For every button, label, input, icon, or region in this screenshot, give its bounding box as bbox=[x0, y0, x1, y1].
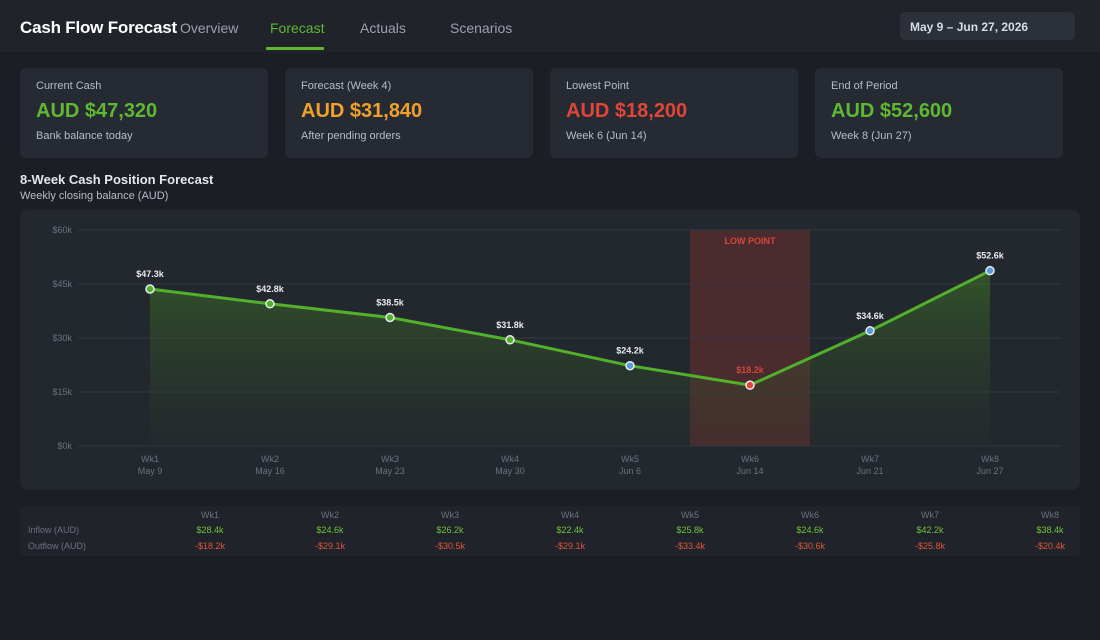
x-tick-date: Jun 14 bbox=[736, 466, 763, 476]
flow-week-header: Wk6 bbox=[801, 510, 819, 520]
inflow-cell: $24.6k bbox=[316, 525, 344, 535]
x-tick-date: Jun 21 bbox=[856, 466, 883, 476]
inflow-row-label: Inflow (AUD) bbox=[28, 525, 80, 535]
tab-forecast[interactable]: Forecast bbox=[270, 20, 325, 36]
outflow-cell: -$30.5k bbox=[434, 541, 466, 551]
kpi-value: AUD $31,840 bbox=[301, 100, 423, 122]
data-point bbox=[385, 312, 395, 323]
area-fill bbox=[150, 270, 990, 446]
x-tick-week: Wk2 bbox=[261, 454, 279, 464]
weekly-flow-table: Inflow (AUD) Outflow (AUD) Wk1 $28.4k -$18… bbox=[20, 506, 1080, 556]
outflow-cell: -$25.8k bbox=[914, 541, 946, 551]
flow-week-header: Wk2 bbox=[321, 510, 339, 520]
kpi-label: Forecast (Week 4) bbox=[301, 80, 392, 92]
active-tab-indicator bbox=[266, 47, 324, 50]
kpi-subtext: After pending orders bbox=[301, 130, 401, 142]
chart-subtitle: Weekly closing balance (AUD) bbox=[20, 190, 169, 202]
x-tick-week: Wk4 bbox=[501, 454, 519, 464]
kpi-card-current-cash: Current Cash AUD $47,320 Bank balance to… bbox=[20, 68, 268, 158]
data-label: $47.3k bbox=[136, 269, 165, 279]
y-tick-label: $0k bbox=[57, 441, 72, 451]
kpi-card-end-of-period: End of Period AUD $52,600 Week 8 (Jun 27… bbox=[815, 68, 1063, 158]
y-tick-label: $15k bbox=[52, 387, 72, 397]
data-point bbox=[625, 360, 635, 371]
inflow-cell: $25.8k bbox=[676, 525, 704, 535]
data-point bbox=[865, 326, 875, 336]
y-tick-label: $45k bbox=[52, 279, 72, 289]
x-tick-week: Wk7 bbox=[861, 454, 879, 464]
data-point bbox=[265, 299, 275, 309]
flow-week-header: Wk5 bbox=[681, 510, 699, 520]
inflow-cell: $28.4k bbox=[196, 525, 224, 535]
x-tick-date: May 23 bbox=[375, 466, 405, 476]
data-label: $31.8k bbox=[496, 320, 525, 330]
x-tick-date: Jun 6 bbox=[619, 466, 641, 476]
kpi-card-lowest-point: Lowest Point AUD $18,200 Week 6 (Jun 14) bbox=[550, 68, 798, 158]
y-tick-label: $60k bbox=[52, 225, 72, 235]
data-point bbox=[745, 380, 755, 390]
data-point bbox=[505, 335, 515, 345]
data-point bbox=[145, 284, 155, 294]
kpi-label: Current Cash bbox=[36, 80, 102, 92]
flow-week-header: Wk7 bbox=[921, 510, 939, 520]
data-label: $52.6k bbox=[976, 251, 1005, 261]
kpi-subtext: Week 6 (Jun 14) bbox=[566, 130, 647, 142]
data-label: $18.2k bbox=[736, 365, 765, 375]
x-tick-week: Wk5 bbox=[621, 454, 639, 464]
low-point-label: LOW POINT bbox=[725, 236, 776, 246]
kpi-value: AUD $18,200 bbox=[566, 100, 688, 122]
flow-week-header: Wk8 bbox=[1041, 510, 1059, 520]
kpi-label: Lowest Point bbox=[566, 80, 629, 92]
inflow-cell: $24.6k bbox=[796, 525, 824, 535]
app-title: Cash Flow Forecast bbox=[20, 18, 177, 37]
kpi-label: End of Period bbox=[831, 80, 898, 92]
x-tick-date: Jun 27 bbox=[976, 466, 1003, 476]
outflow-cell: -$33.4k bbox=[674, 541, 706, 551]
flow-week-header: Wk1 bbox=[201, 510, 219, 520]
outflow-cell: -$20.4k bbox=[1034, 541, 1066, 551]
data-point bbox=[985, 265, 995, 276]
data-label: $38.5k bbox=[376, 297, 405, 307]
data-label: $42.8k bbox=[256, 284, 285, 294]
x-tick-week: Wk6 bbox=[741, 454, 759, 464]
kpi-subtext: Week 8 (Jun 27) bbox=[831, 130, 912, 142]
inflow-cell: $26.2k bbox=[436, 525, 464, 535]
date-range-picker[interactable]: May 9 – Jun 27, 2026 bbox=[900, 12, 1075, 40]
top-bar: Cash Flow Forecast Overview Forecast Act… bbox=[0, 0, 1100, 52]
inflow-cell: $38.4k bbox=[1036, 525, 1064, 535]
x-tick-week: Wk3 bbox=[381, 454, 399, 464]
x-tick-date: May 16 bbox=[255, 466, 285, 476]
kpi-value: AUD $52,600 bbox=[831, 100, 953, 122]
flow-week-header: Wk4 bbox=[561, 510, 579, 520]
balance-line bbox=[149, 269, 991, 387]
tab-scenarios[interactable]: Scenarios bbox=[450, 20, 513, 36]
tab-overview[interactable]: Overview bbox=[180, 20, 239, 36]
tab-actuals[interactable]: Actuals bbox=[360, 20, 406, 36]
data-label: $24.2k bbox=[616, 346, 645, 356]
outflow-cell: -$18.2k bbox=[194, 541, 226, 551]
data-label: $34.6k bbox=[856, 311, 885, 321]
outflow-row-label: Outflow (AUD) bbox=[28, 541, 87, 551]
outflow-cell: -$29.1k bbox=[554, 541, 586, 551]
kpi-value: AUD $47,320 bbox=[36, 100, 158, 122]
outflow-cell: -$29.1k bbox=[314, 541, 346, 551]
flow-week-header: Wk3 bbox=[441, 510, 459, 520]
inflow-cell: $42.2k bbox=[916, 525, 944, 535]
kpi-subtext: Bank balance today bbox=[36, 130, 133, 142]
chart-svg: LOW POINT $0k $15k $30k $45k $60k $47.3k $42.… bbox=[52, 225, 1060, 476]
outflow-cell: -$30.6k bbox=[794, 541, 826, 551]
x-tick-date: May 30 bbox=[495, 466, 525, 476]
x-tick-date: May 9 bbox=[138, 466, 163, 476]
x-tick-week: Wk1 bbox=[141, 454, 159, 464]
cash-position-chart: LOW POINT $0k $15k $30k $45k $60k $47.3k $42.… bbox=[20, 210, 1080, 490]
kpi-card-forecast-week4: Forecast (Week 4) AUD $31,840 After pend… bbox=[285, 68, 533, 158]
chart-title: 8-Week Cash Position Forecast bbox=[20, 172, 214, 187]
y-tick-label: $30k bbox=[52, 333, 72, 343]
x-tick-week: Wk8 bbox=[981, 454, 999, 464]
inflow-cell: $22.4k bbox=[556, 525, 584, 535]
